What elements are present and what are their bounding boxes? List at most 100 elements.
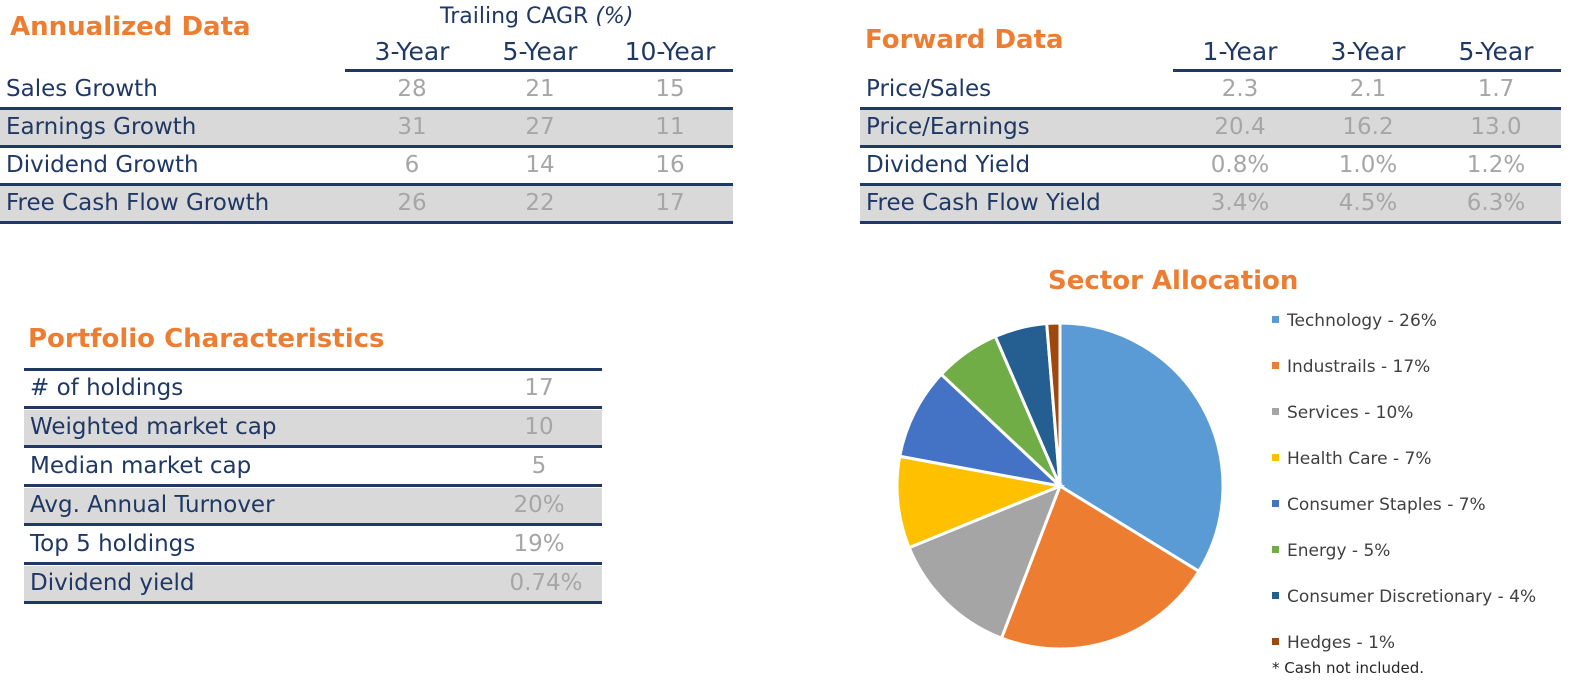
- legend-item: Hedges - 1%: [1272, 633, 1395, 653]
- legend-label: Consumer Staples - 7%: [1287, 495, 1486, 515]
- row-label: Avg. Annual Turnover: [30, 492, 275, 518]
- table-row: Top 5 holdings 19%: [24, 527, 602, 565]
- row-value: 15: [655, 76, 685, 102]
- table-row: Weighted market cap 10: [24, 410, 602, 448]
- portfolio-title: Portfolio Characteristics: [28, 324, 385, 354]
- row-label: Dividend yield: [30, 570, 195, 596]
- table-row: Price/Sales 2.3 2.1 1.7: [860, 72, 1561, 110]
- legend-swatch: [1272, 315, 1279, 323]
- pie-slice-technology: [1058, 321, 1225, 574]
- row-label: Earnings Growth: [6, 114, 197, 140]
- legend-swatch: [1272, 499, 1279, 507]
- table-row: Median market cap 5: [24, 449, 602, 487]
- row-value: 10: [524, 414, 554, 440]
- row-value: 1.7: [1477, 76, 1515, 102]
- row-value: 3.4%: [1210, 190, 1270, 216]
- legend-swatch: [1272, 591, 1279, 599]
- row-label: Dividend Growth: [6, 152, 199, 178]
- legend-item: Technology - 26%: [1272, 311, 1437, 331]
- table-row: Free Cash Flow Yield 3.4% 4.5% 6.3%: [860, 186, 1561, 224]
- row-value: 21: [525, 76, 555, 102]
- row-label: Price/Earnings: [866, 114, 1030, 140]
- legend-swatch: [1272, 637, 1279, 645]
- pie-slice-hedges: [1045, 321, 1062, 487]
- row-value: 11: [655, 114, 685, 140]
- row-value: 17: [524, 375, 554, 401]
- row-value: 31: [397, 114, 427, 140]
- row-value: 14: [525, 152, 555, 178]
- legend-swatch: [1272, 545, 1279, 553]
- table-row: Earnings Growth 31 27 11: [0, 110, 733, 148]
- annualized-col-header: 10-Year: [624, 37, 716, 66]
- trailing-cagr-caption: Trailing CAGR (%): [440, 4, 633, 29]
- legend-swatch: [1272, 361, 1279, 369]
- legend-label: Energy - 5%: [1287, 541, 1391, 561]
- row-value: 20.4: [1214, 114, 1266, 140]
- trailing-cagr-text: Trailing CAGR: [440, 4, 589, 29]
- row-value: 5: [531, 453, 547, 479]
- forward-col-header: 3-Year: [1330, 37, 1406, 66]
- row-value: 6: [404, 152, 420, 178]
- legend-label: Consumer Discretionary - 4%: [1287, 587, 1537, 607]
- forward-col-header: 5-Year: [1458, 37, 1534, 66]
- row-value: 22: [525, 190, 555, 216]
- table-row: Dividend Growth 6 14 16: [0, 148, 733, 186]
- legend-item: Consumer Discretionary - 4%: [1272, 587, 1536, 607]
- row-label: Price/Sales: [866, 76, 992, 102]
- row-value: 19%: [513, 531, 565, 557]
- legend-item: Industrails - 17%: [1272, 357, 1430, 377]
- annualized-col-header: 3-Year: [374, 37, 450, 66]
- forward-header-rule: [1173, 69, 1561, 72]
- legend-item: Energy - 5%: [1272, 541, 1390, 561]
- table-row: Avg. Annual Turnover 20%: [24, 488, 602, 526]
- table-row: Free Cash Flow Growth 26 22 17: [0, 186, 733, 224]
- row-label: Weighted market cap: [30, 414, 277, 440]
- row-value: 2.3: [1221, 76, 1259, 102]
- annualized-header-rule: [345, 69, 733, 72]
- cash-footnote: * Cash not included.: [1272, 659, 1424, 677]
- pie-slice-consumer-staples: [897, 372, 1065, 489]
- annualized-title: Annualized Data: [10, 12, 251, 42]
- legend-swatch: [1272, 453, 1279, 461]
- row-value: 2.1: [1349, 76, 1387, 102]
- trailing-cagr-unit: (%): [595, 4, 634, 29]
- forward-title: Forward Data: [865, 25, 1064, 55]
- row-value: 16: [655, 152, 685, 178]
- row-label: Sales Growth: [6, 76, 158, 102]
- row-value: 6.3%: [1466, 190, 1526, 216]
- legend-label: Industrails - 17%: [1287, 357, 1431, 377]
- row-value: 26: [397, 190, 427, 216]
- pie-slice-services: [907, 483, 1063, 641]
- row-value: 17: [655, 190, 685, 216]
- pie-slice-industrails: [999, 483, 1201, 651]
- sector-pie-chart: [895, 321, 1225, 651]
- row-value: 1.2%: [1466, 152, 1526, 178]
- table-row: Dividend yield 0.74%: [24, 566, 602, 604]
- legend-item: Consumer Staples - 7%: [1272, 495, 1486, 515]
- row-value: 13.0: [1470, 114, 1522, 140]
- legend-label: Technology - 26%: [1287, 311, 1437, 331]
- row-label: Top 5 holdings: [30, 531, 196, 557]
- row-label: # of holdings: [30, 375, 184, 401]
- table-row: Sales Growth 28 21 15: [0, 72, 733, 110]
- legend-label: Health Care - 7%: [1287, 449, 1432, 469]
- legend-label: Services - 10%: [1287, 403, 1414, 423]
- row-value: 0.8%: [1210, 152, 1270, 178]
- row-value: 20%: [513, 492, 565, 518]
- row-value: 27: [525, 114, 555, 140]
- annualized-col-header: 5-Year: [502, 37, 578, 66]
- row-value: 4.5%: [1338, 190, 1398, 216]
- sector-allocation-title: Sector Allocation: [1048, 266, 1299, 296]
- row-label: Free Cash Flow Growth: [6, 190, 270, 216]
- table-row: Dividend Yield 0.8% 1.0% 1.2%: [860, 148, 1561, 186]
- row-label: Free Cash Flow Yield: [866, 190, 1101, 216]
- legend-item: Health Care - 7%: [1272, 449, 1432, 469]
- row-value: 28: [397, 76, 427, 102]
- row-label: Dividend Yield: [866, 152, 1031, 178]
- legend-swatch: [1272, 407, 1279, 415]
- legend-item: Services - 10%: [1272, 403, 1413, 423]
- forward-col-header: 1-Year: [1202, 37, 1278, 66]
- table-row: Price/Earnings 20.4 16.2 13.0: [860, 110, 1561, 148]
- table-row: # of holdings 17: [24, 371, 602, 409]
- row-value: 16.2: [1342, 114, 1394, 140]
